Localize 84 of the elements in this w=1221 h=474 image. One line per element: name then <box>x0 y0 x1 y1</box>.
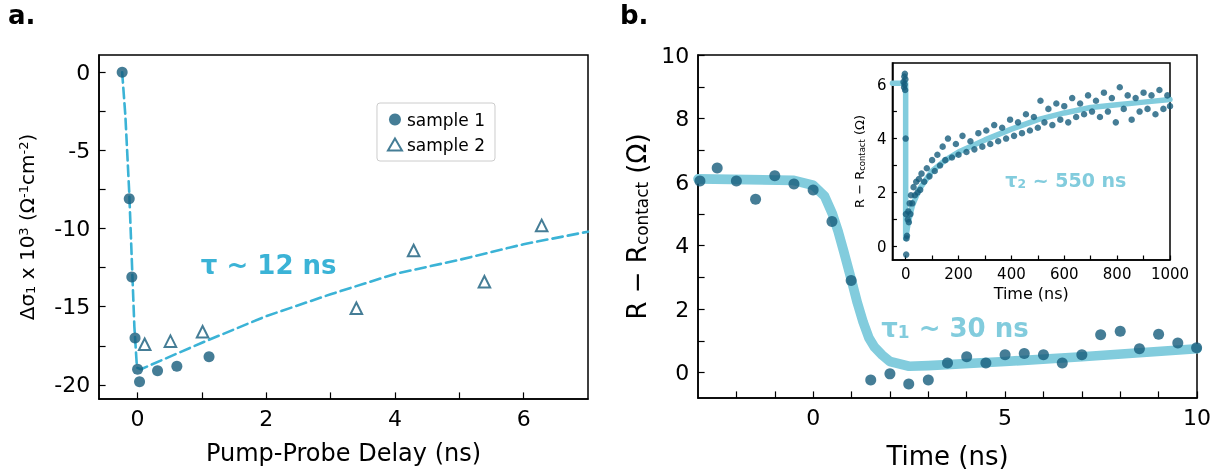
y-tick-label: 10 <box>661 42 690 68</box>
x-axis-title: Time (ns) <box>885 441 1009 471</box>
x-tick-label: 0 <box>900 264 911 283</box>
point <box>1018 348 1030 360</box>
point <box>807 184 819 196</box>
point <box>116 66 128 78</box>
point <box>750 193 762 205</box>
point <box>195 324 210 339</box>
point <box>349 301 364 316</box>
point <box>137 337 152 352</box>
point <box>1153 328 1165 340</box>
point <box>922 374 934 386</box>
point <box>1076 349 1088 361</box>
point <box>694 175 706 187</box>
point <box>845 274 857 286</box>
y-tick-label: 6 <box>675 169 690 195</box>
annotation: τ ~ 12 ns <box>200 249 337 280</box>
x-tick-label: 400 <box>997 264 1026 283</box>
point <box>1095 329 1107 341</box>
point <box>1037 349 1049 361</box>
point <box>477 274 492 289</box>
y-tick-label: 6 <box>876 75 887 94</box>
annotation: τ1 ~ 30 ns <box>881 312 1029 343</box>
y-axis-title: R − Rcontact (Ω) <box>622 133 652 320</box>
y-tick-label: 4 <box>675 233 690 259</box>
text: b. <box>620 0 649 30</box>
text: Δσ1 x 103 (Ω-1cm-2) <box>15 133 39 321</box>
point <box>406 243 421 258</box>
y-tick-label: 0 <box>675 360 690 386</box>
point <box>126 271 138 283</box>
x-tick-label: 200 <box>944 264 973 283</box>
point <box>171 360 183 372</box>
point <box>711 162 723 174</box>
y-axis-title: R − Rcontact (Ω) <box>852 114 867 209</box>
x-axis-title: Pump-Probe Delay (ns) <box>205 439 482 467</box>
point <box>903 378 915 390</box>
point <box>1114 325 1126 337</box>
legend-label: sample 1 <box>406 109 485 130</box>
x-tick-label: 6 <box>516 406 531 432</box>
point <box>788 178 800 190</box>
point <box>884 368 896 380</box>
point <box>152 365 164 377</box>
point <box>961 351 973 363</box>
point <box>1133 343 1145 355</box>
x-tick-label: 4 <box>387 406 402 432</box>
point <box>1172 337 1184 349</box>
point <box>1191 342 1203 354</box>
point <box>203 351 215 363</box>
x-axis-title: Time (ns) <box>992 284 1069 304</box>
y-tick-label: 8 <box>675 106 690 132</box>
y-tick-label: 0 <box>76 59 91 85</box>
x-tick-label: 600 <box>1049 264 1079 283</box>
point <box>129 332 141 344</box>
legend-label: sample 2 <box>406 134 485 155</box>
point <box>123 193 135 205</box>
y-tick-label: 2 <box>675 296 690 322</box>
point <box>942 357 953 369</box>
point <box>999 349 1011 361</box>
point <box>865 374 877 386</box>
point <box>534 218 549 233</box>
x-tick-label: 10 <box>1183 405 1211 431</box>
point <box>730 175 742 187</box>
x-tick-label: 2 <box>259 406 274 432</box>
point <box>769 170 781 182</box>
point <box>980 357 992 369</box>
point <box>1056 357 1068 369</box>
y-tick-label: 2 <box>876 183 887 202</box>
x-tick-label: 800 <box>1102 264 1132 283</box>
point <box>163 334 178 348</box>
text: a. <box>8 0 36 30</box>
annotation: τ2 ~ 550 ns <box>1005 169 1127 192</box>
point <box>134 376 146 388</box>
x-tick-label: 5 <box>998 405 1013 431</box>
y-tick-label: 4 <box>876 129 887 148</box>
x-tick-label: 1000 <box>1150 264 1190 283</box>
point <box>132 363 144 375</box>
point <box>826 215 838 227</box>
y-tick-label: -20 <box>54 372 91 398</box>
y-tick-label: -5 <box>68 137 91 163</box>
x-tick-label: 0 <box>806 405 821 431</box>
y-tick-label: -10 <box>54 216 91 242</box>
x-tick-label: 0 <box>130 406 145 432</box>
y-tick-label: 0 <box>876 237 887 256</box>
y-tick-label: -15 <box>54 294 91 320</box>
